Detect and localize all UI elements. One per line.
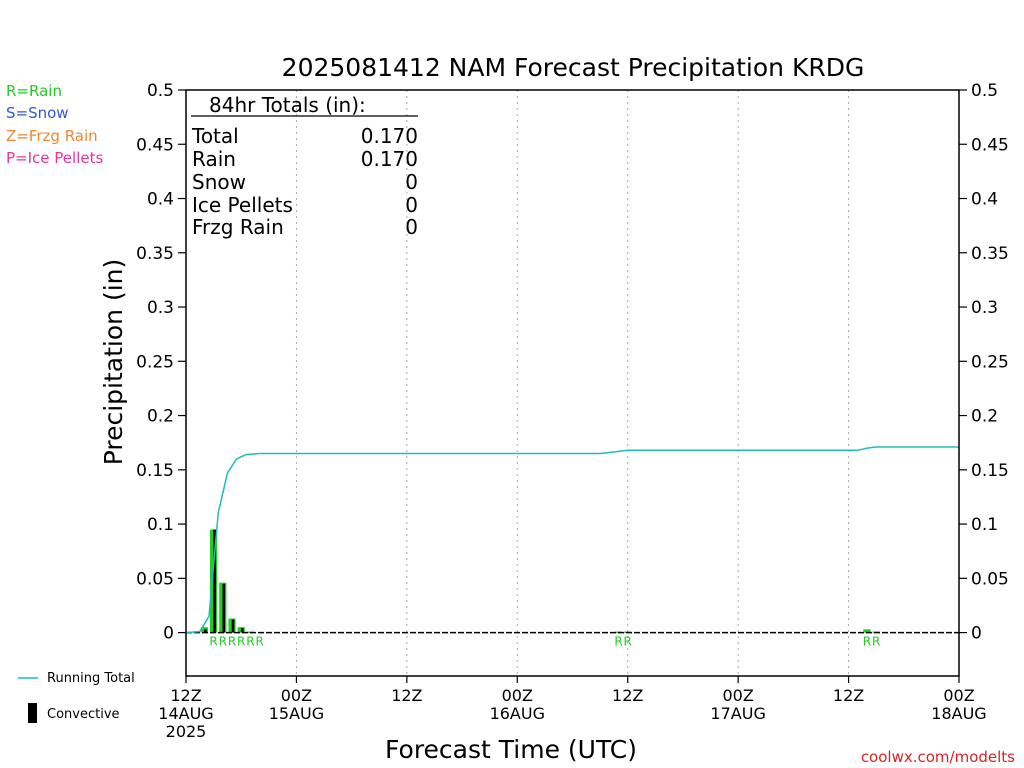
y-tick-label-left: 0 [163, 624, 174, 644]
x-tick-label-line: 12Z [612, 686, 643, 705]
ptype-marker: R [219, 635, 227, 649]
ptype-marker: R [255, 635, 263, 649]
totals-label-rain: Rain [192, 147, 236, 171]
plot-frame [185, 89, 960, 677]
x-axis-label: Forecast Time (UTC) [385, 735, 637, 764]
y-tick-label-left: 0.5 [147, 81, 174, 101]
x-tick-label-line: 15AUG [269, 704, 324, 723]
y-tick-label-right: 0 [971, 624, 982, 644]
totals-label-frzg-rain: Frzg Rain [192, 215, 284, 239]
x-tick-label-line: 18AUG [931, 704, 986, 723]
legend-rain: R=Rain [6, 82, 62, 100]
x-tick-label: 12Z [391, 686, 422, 705]
x-tick-label-line: 00Z [722, 686, 753, 705]
convective-bar [204, 629, 207, 633]
totals-box: 84hr Totals (in): Total 0.170 Rain 0.170… [191, 93, 418, 239]
x-tick-label: 00Z 18AUG [931, 686, 986, 723]
x-tick-label-line: 00Z [943, 686, 974, 705]
legend-frzg-rain: Z=Frzg Rain [6, 127, 98, 145]
totals-value-ice-pellets: 0 [405, 193, 418, 217]
y-axis-label: Precipitation (in) [99, 259, 128, 466]
totals-header: 84hr Totals (in): [209, 93, 366, 117]
totals-value-frzg-rain: 0 [405, 215, 418, 239]
ptype-marker: R [237, 635, 245, 649]
ptype-marker: R [863, 635, 871, 649]
x-tick-label: 12Z [612, 686, 643, 705]
y-tick-label-left: 0.25 [136, 352, 174, 372]
totals-value-total: 0.170 [361, 124, 418, 148]
convective-bars [204, 529, 244, 633]
y-tick-label-left: 0.2 [147, 407, 174, 427]
y-tick-label-left: 0.45 [136, 135, 174, 155]
rain-bar [863, 629, 871, 633]
ptype-marker: R [624, 635, 632, 649]
y-tick-label-left: 0.35 [136, 244, 174, 264]
convective-bar [213, 529, 216, 633]
totals-label-ice-pellets: Ice Pellets [192, 193, 293, 217]
x-tick-label-line: 12Z [170, 686, 201, 705]
y-axis-left: 0 0.05 0.1 0.15 0.2 0.25 0.3 0.35 0.4 0.45 0.5 [136, 81, 186, 644]
y-tick-label-left: 0.1 [147, 515, 174, 535]
y-tick-label-right: 0.3 [971, 298, 998, 318]
vertical-gridlines [295, 90, 850, 676]
x-tick-label-line: 17AUG [710, 704, 765, 723]
convective-bar [240, 628, 244, 633]
y-tick-label-left: 0.4 [147, 190, 174, 210]
x-tick-label: 00Z 17AUG [710, 686, 765, 723]
convective-bar [222, 583, 226, 633]
y-tick-label-left: 0.3 [147, 298, 174, 318]
totals-label-snow: Snow [192, 170, 246, 194]
y-tick-label-right: 0.35 [971, 244, 1009, 264]
precip-type-legend: R=Rain S=Snow Z=Frzg Rain P=Ice Pellets [6, 82, 103, 167]
totals-value-snow: 0 [405, 170, 418, 194]
y-tick-label-right: 0.45 [971, 135, 1009, 155]
y-tick-label-right: 0.15 [971, 461, 1009, 481]
convective-legend-label: Convective [47, 707, 120, 722]
totals-label-total: Total [191, 124, 239, 148]
x-tick-label: 12Z 14AUG 2025 [158, 686, 213, 741]
x-tick-label: 00Z 15AUG [269, 686, 324, 723]
y-tick-label-right: 0.4 [971, 190, 998, 210]
ptype-marker: R [246, 635, 254, 649]
x-tick-label-line: 16AUG [490, 704, 545, 723]
running-total-line [185, 446, 959, 634]
y-axis-right: 0 0.05 0.1 0.15 0.2 0.25 0.3 0.35 0.4 0.45 0.5 [959, 81, 1009, 644]
x-tick-label-line: 2025 [166, 722, 207, 741]
y-tick-label-left: 0.15 [136, 461, 174, 481]
ptype-marker: R [228, 635, 236, 649]
x-tick-label-line: 00Z [281, 686, 312, 705]
x-tick-label: 00Z 16AUG [490, 686, 545, 723]
y-tick-label-right: 0.25 [971, 352, 1009, 372]
y-tick-label-right: 0.5 [971, 81, 998, 101]
series-legend: Running Total Convective [18, 671, 135, 723]
legend-snow: S=Snow [6, 104, 69, 122]
rain-bars [200, 529, 880, 634]
legend-ice-pellets: P=Ice Pellets [6, 149, 103, 167]
convective-bar [231, 619, 235, 633]
y-tick-label-right: 0.05 [971, 569, 1009, 589]
chart-title: 2025081412 NAM Forecast Precipitation KR… [282, 53, 865, 82]
x-tick-label-line: 14AUG [158, 704, 213, 723]
x-tick-label-line: 12Z [391, 686, 422, 705]
x-tick-label-line: 00Z [502, 686, 533, 705]
x-tick-label: 12Z [833, 686, 864, 705]
y-tick-label-right: 0.2 [971, 407, 998, 427]
convective-swatch [28, 703, 37, 723]
ptype-marker: R [209, 635, 217, 649]
ptype-marker: R [614, 635, 622, 649]
credit-text: coolwx.com/modelts [861, 748, 1015, 766]
running-total-legend-label: Running Total [47, 671, 135, 686]
y-tick-label-right: 0.1 [971, 515, 998, 535]
totals-value-rain: 0.170 [361, 147, 418, 171]
x-tick-label-line: 12Z [833, 686, 864, 705]
y-tick-label-left: 0.05 [136, 569, 174, 589]
ptype-marker: R [872, 635, 880, 649]
